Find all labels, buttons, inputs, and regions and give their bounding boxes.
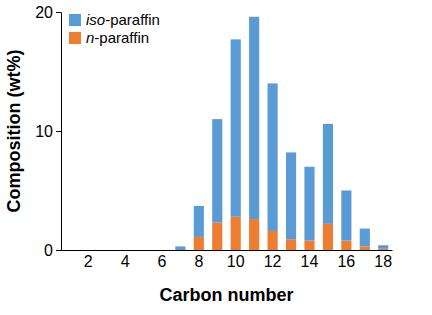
x-tick-label: 18 — [374, 253, 392, 270]
bar — [120, 250, 130, 251]
bar — [249, 17, 259, 219]
y-tick-mark — [56, 250, 61, 251]
series-bars — [175, 17, 388, 250]
y-tick: 20 — [35, 4, 61, 21]
legend: iso-paraffinn-paraffin — [69, 11, 160, 46]
bar — [323, 124, 333, 224]
bar — [65, 250, 75, 251]
bar — [286, 152, 296, 239]
y-tick-mark — [56, 131, 61, 132]
bar — [231, 217, 241, 250]
y-axis-line — [56, 13, 62, 251]
legend-label: iso-paraffin — [86, 11, 160, 28]
x-tick: 12 — [264, 250, 282, 270]
bar — [138, 250, 148, 251]
y-tick-mark — [56, 12, 61, 13]
x-tick-label: 14 — [301, 253, 319, 270]
x-axis: 2 4 6 8 10 12 14 16 18 — [62, 250, 393, 270]
y-tick-label: 10 — [35, 123, 53, 140]
bar — [194, 206, 204, 237]
bar — [212, 119, 222, 223]
bar — [378, 245, 388, 249]
bar — [304, 240, 314, 250]
bar — [212, 223, 222, 250]
bar — [138, 250, 148, 251]
bar — [378, 249, 388, 250]
x-axis-line — [62, 250, 393, 251]
x-tick: 16 — [337, 250, 355, 270]
bar — [360, 229, 370, 247]
bar — [268, 231, 278, 250]
bar — [157, 250, 167, 251]
y-tick: 10 — [35, 123, 61, 140]
y-axis-title: Composition (wt%) — [4, 50, 24, 213]
bar — [231, 39, 241, 216]
x-tick-label: 16 — [337, 253, 355, 270]
x-tick: 2 — [84, 250, 93, 270]
x-tick-label: 8 — [194, 253, 203, 270]
bar — [83, 250, 93, 251]
bar — [102, 250, 112, 251]
legend-label: n-paraffin — [86, 29, 149, 46]
bar — [323, 224, 333, 250]
y-axis: 0 10 20 — [35, 4, 61, 259]
bar — [304, 167, 314, 241]
x-tick: 10 — [227, 250, 245, 270]
x-tick: 8 — [194, 250, 203, 270]
legend-swatch — [69, 32, 81, 44]
y-tick-label: 0 — [44, 242, 53, 259]
chart: 0 10 20 2 4 6 8 10 12 14 16 18 Carbon number Composit… — [0, 0, 432, 315]
bar — [120, 250, 130, 251]
bar — [102, 250, 112, 251]
x-tick-label: 12 — [264, 253, 282, 270]
x-axis-title: Carbon number — [159, 285, 293, 305]
bar — [286, 239, 296, 250]
x-tick: 6 — [158, 250, 167, 270]
bar — [157, 250, 167, 251]
bar — [194, 237, 204, 250]
bar — [341, 191, 351, 241]
x-tick-label: 2 — [84, 253, 93, 270]
bar — [65, 250, 75, 251]
x-tick-label: 4 — [121, 253, 130, 270]
legend-swatch — [69, 14, 81, 26]
y-tick-label: 20 — [35, 4, 53, 21]
bar — [83, 250, 93, 251]
y-tick: 0 — [44, 242, 61, 259]
x-tick: 4 — [121, 250, 130, 270]
bar — [175, 246, 185, 250]
bar — [268, 83, 278, 231]
x-tick: 18 — [374, 250, 392, 270]
x-tick-label: 10 — [227, 253, 245, 270]
x-tick-label: 6 — [158, 253, 167, 270]
bar — [360, 246, 370, 250]
x-tick: 14 — [301, 250, 319, 270]
bar — [341, 240, 351, 250]
bar — [249, 219, 259, 250]
bars — [175, 17, 388, 250]
